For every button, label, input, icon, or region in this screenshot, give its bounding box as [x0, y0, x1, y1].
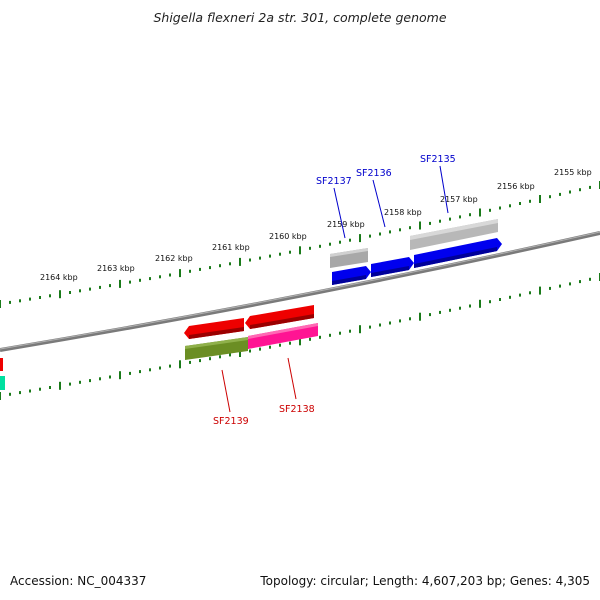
- cds-arrow-reverse-1-shade: [189, 327, 244, 339]
- gray-feature-upper-left-top: [330, 248, 368, 257]
- tick-label-2161: 2161 kbp: [212, 243, 250, 252]
- forward-features: [330, 219, 502, 285]
- leader-sf2139: [221, 369, 231, 413]
- tick-label-2163: 2163 kbp: [97, 264, 135, 273]
- olive-feature-sf2139-top: [185, 337, 248, 349]
- tick-label-2160: 2160 kbp: [269, 232, 307, 241]
- tick-label-2159: 2159 kbp: [327, 220, 365, 229]
- kbp-labels: 2155 kbp 2156 kbp 2157 kbp 2158 kbp 2159…: [40, 168, 592, 282]
- gene-label-sf2135[interactable]: SF2135: [420, 154, 456, 165]
- pink-feature-sf2138-top: [248, 323, 318, 339]
- tick-label-2162: 2162 kbp: [155, 254, 193, 263]
- cds-arrow-reverse-2-shade: [250, 314, 314, 329]
- leader-sf2135: [439, 165, 449, 214]
- gene-label-sf2139[interactable]: SF2139: [213, 416, 249, 427]
- leader-sf2137: [333, 187, 346, 239]
- gene-labels: SF2135 SF2136 SF2137 SF2138 SF2139: [213, 154, 456, 427]
- gene-label-sf2136[interactable]: SF2136: [356, 168, 392, 179]
- genome-backbone-highlight: [0, 231, 600, 350]
- genome-backbone: [0, 231, 600, 352]
- map-title: Shigella flexneri 2a str. 301, complete …: [153, 10, 447, 25]
- tick-label-2164: 2164 kbp: [40, 273, 78, 282]
- gene-label-sf2138[interactable]: SF2138: [279, 404, 315, 415]
- pink-feature-sf2138[interactable]: [248, 323, 318, 349]
- cds-arrow-sf2135-shade: [414, 247, 497, 268]
- gene-label-sf2137[interactable]: SF2137: [316, 176, 352, 187]
- leader-sf2138: [287, 357, 297, 400]
- accession-text: Accession: NC_004337: [10, 574, 147, 588]
- tick-label-2155: 2155 kbp: [554, 168, 592, 177]
- genome-summary-text: Topology: circular; Length: 4,607,203 bp…: [260, 574, 590, 588]
- tick-label-2158: 2158 kbp: [384, 208, 422, 217]
- gray-feature-upper-right-top: [410, 219, 498, 240]
- edge-feature-red[interactable]: [0, 358, 3, 371]
- forward-tick-track: [0, 181, 600, 308]
- cds-arrow-sf2137-shade: [332, 275, 366, 285]
- cds-arrow-sf2136-shade: [371, 266, 409, 277]
- olive-feature-sf2139[interactable]: [185, 337, 248, 360]
- tick-label-2156: 2156 kbp: [497, 182, 535, 191]
- leader-sf2136: [372, 179, 386, 228]
- reverse-features: [0, 305, 318, 390]
- tick-label-2157: 2157 kbp: [440, 195, 478, 204]
- edge-feature-teal[interactable]: [0, 376, 5, 390]
